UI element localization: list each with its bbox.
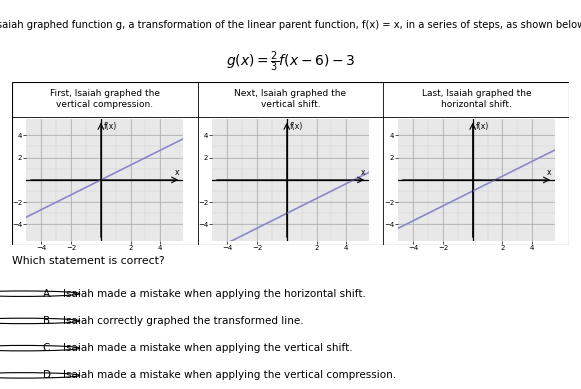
Text: C.: C. (43, 343, 53, 353)
Text: First, Isaiah graphed the
vertical compression.: First, Isaiah graphed the vertical compr… (49, 89, 160, 109)
Text: A.: A. (43, 289, 53, 299)
Text: x: x (361, 168, 365, 177)
Text: f(x): f(x) (475, 122, 489, 131)
Text: Isaiah correctly graphed the transformed line.: Isaiah correctly graphed the transformed… (63, 316, 303, 326)
Text: f(x): f(x) (289, 122, 303, 131)
Text: Isaiah made a mistake when applying the vertical compression.: Isaiah made a mistake when applying the … (63, 370, 396, 380)
Text: $g(x) = \frac{2}{3}f(x - 6) - 3$: $g(x) = \frac{2}{3}f(x - 6) - 3$ (226, 50, 355, 74)
Text: Isaiah made a mistake when applying the horizontal shift.: Isaiah made a mistake when applying the … (63, 289, 365, 299)
Text: x: x (175, 168, 180, 177)
Text: f(x): f(x) (103, 122, 117, 131)
Text: B.: B. (43, 316, 53, 326)
Text: Isaiah made a mistake when applying the vertical shift.: Isaiah made a mistake when applying the … (63, 343, 352, 353)
Text: Which statement is correct?: Which statement is correct? (12, 256, 164, 266)
Text: Last, Isaiah graphed the
horizontal shift.: Last, Isaiah graphed the horizontal shif… (422, 89, 531, 109)
Text: Next, Isaiah graphed the
vertical shift.: Next, Isaiah graphed the vertical shift. (235, 89, 346, 109)
Text: D.: D. (43, 370, 54, 380)
Text: Isaiah graphed function g, a transformation of the linear parent function, f(x) : Isaiah graphed function g, a transformat… (0, 20, 581, 30)
Text: x: x (547, 168, 551, 177)
